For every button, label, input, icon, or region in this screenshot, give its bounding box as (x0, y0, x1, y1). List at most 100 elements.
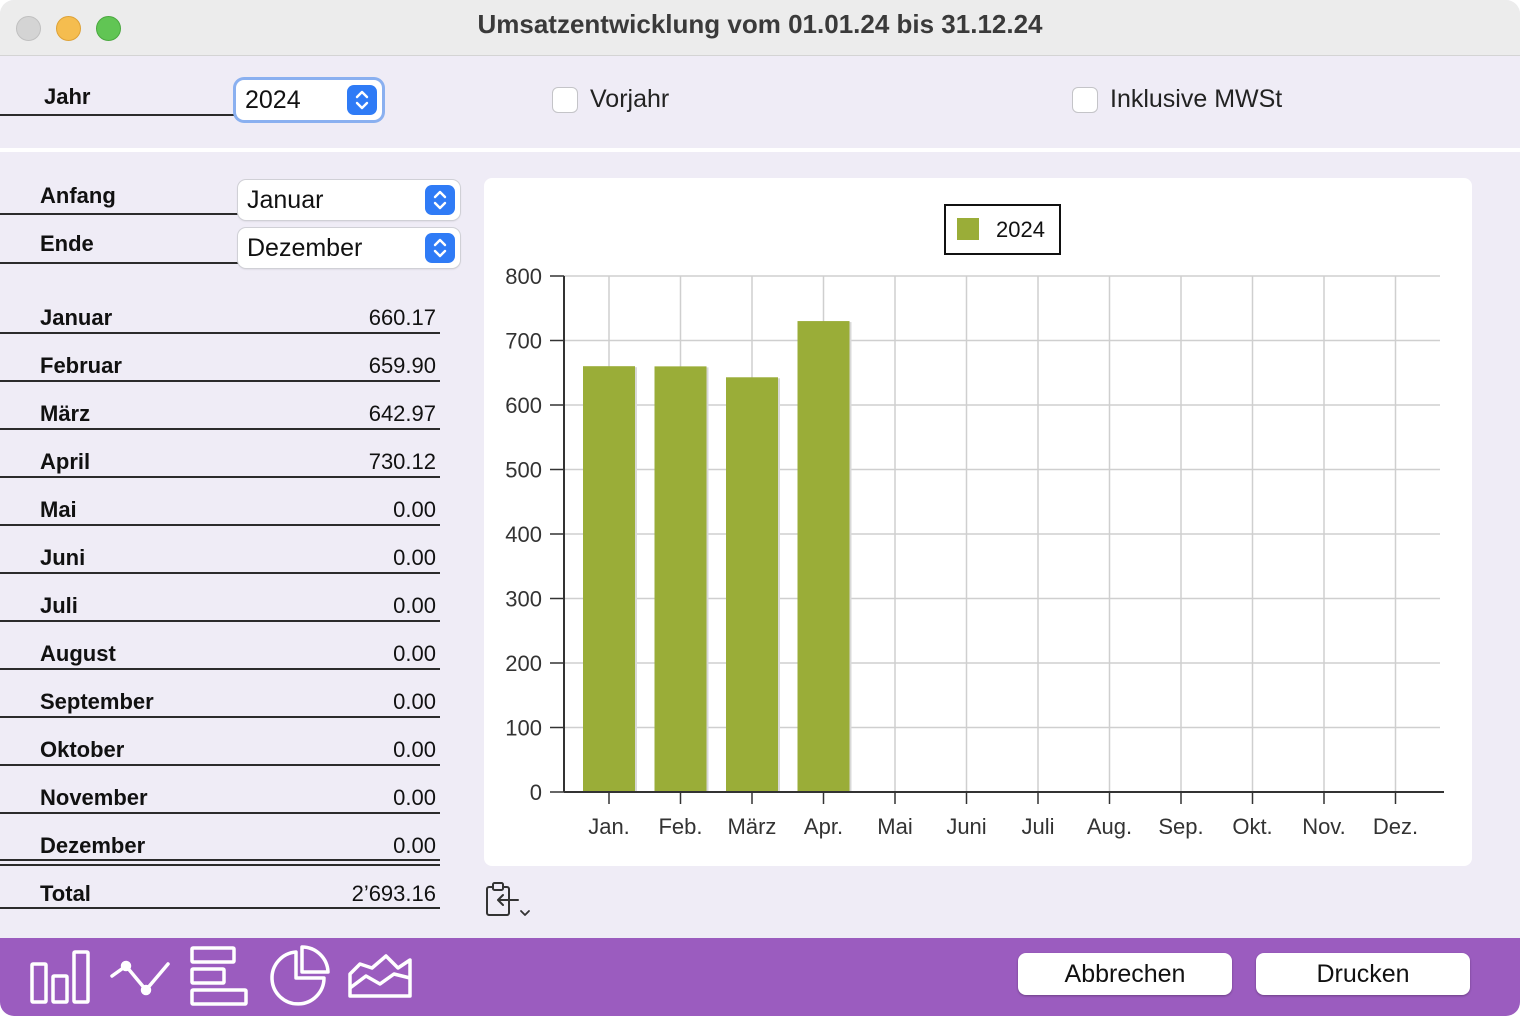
month-label: Februar (40, 353, 122, 378)
bar (797, 321, 850, 792)
month-label: März (40, 401, 91, 426)
ende-label: Ende (40, 231, 94, 256)
month-label: Dezember (40, 833, 146, 858)
pie-chart-icon[interactable] (266, 944, 334, 1008)
month-label: August (40, 641, 116, 666)
month-label: April (40, 449, 91, 474)
row-divider (0, 476, 440, 478)
y-tick-label: 800 (505, 264, 542, 289)
jahr-select-value: 2024 (245, 86, 301, 114)
legend-label: 2024 (996, 217, 1045, 242)
row-divider (0, 716, 440, 718)
month-label: Mai (40, 497, 77, 522)
month-value: 0.00 (393, 833, 436, 858)
month-value: 0.00 (393, 545, 436, 570)
bar-chart-icon[interactable] (26, 944, 94, 1008)
window-title: Umsatzentwicklung vom 01.01.24 bis 31.12… (477, 9, 1043, 39)
y-tick-label: 300 (505, 587, 542, 612)
vorjahr-checkbox[interactable] (552, 87, 578, 113)
x-tick-label: Aug. (1087, 814, 1132, 839)
month-value: 0.00 (393, 593, 436, 618)
horizontal-bar-icon[interactable] (186, 944, 254, 1008)
month-label: Juni (40, 545, 86, 570)
month-value: 0.00 (393, 689, 436, 714)
month-value: 660.17 (368, 305, 436, 330)
x-tick-label: Feb. (658, 814, 702, 839)
row-divider (0, 812, 440, 814)
total-value: 2’693.16 (351, 881, 436, 906)
ende-select-value: Dezember (247, 234, 363, 262)
y-tick-label: 0 (530, 780, 542, 805)
minimize-button[interactable] (56, 16, 81, 41)
cancel-button[interactable]: Abbrechen (1018, 953, 1232, 995)
row-divider (0, 380, 440, 382)
month-label: Juli (40, 593, 78, 618)
jahr-underline (0, 114, 236, 116)
divider (0, 148, 1520, 152)
bar (583, 366, 635, 792)
x-tick-label: Jan. (588, 814, 630, 839)
month-value: 0.00 (393, 737, 436, 762)
x-tick-label: Nov. (1302, 814, 1346, 839)
month-value: 730.12 (368, 449, 436, 474)
y-tick-label: 400 (505, 522, 542, 547)
chart-panel: 0 100 200 300 400 500 600 700 800 Jan. Feb. März Apr… (484, 178, 1472, 866)
x-tick-label: Juli (1021, 814, 1054, 839)
row-divider (0, 524, 440, 526)
title-bar: Umsatzentwicklung vom 01.01.24 bis 31.12… (0, 0, 1520, 56)
month-value: 0.00 (393, 497, 436, 522)
x-tick-label: Okt. (1232, 814, 1272, 839)
row-divider (0, 859, 440, 861)
y-tick-label: 200 (505, 651, 542, 676)
stepper-icon (425, 233, 455, 263)
x-tick-label: Mai (877, 814, 912, 839)
row-divider (0, 620, 440, 622)
bar (654, 366, 707, 792)
month-value: 0.00 (393, 641, 436, 666)
ende-underline (0, 262, 238, 264)
vorjahr-label: Vorjahr (590, 85, 670, 113)
row-divider (0, 572, 440, 574)
mwst-checkbox[interactable] (1072, 87, 1098, 113)
print-button[interactable]: Drucken (1256, 953, 1470, 995)
month-label: Oktober (40, 737, 125, 762)
jahr-select[interactable]: 2024 (236, 80, 382, 120)
x-tick-label: Juni (946, 814, 986, 839)
zoom-button[interactable] (96, 16, 121, 41)
clipboard-export-icon[interactable] (484, 880, 534, 920)
jahr-label: Jahr (44, 84, 91, 109)
stepper-icon (347, 85, 377, 115)
revenue-chart: 0 100 200 300 400 500 600 700 800 Jan. Feb. März Apr… (505, 204, 1444, 839)
anfang-select[interactable]: Januar (238, 180, 460, 220)
legend-swatch (957, 218, 979, 240)
month-value: 642.97 (368, 401, 436, 426)
mwst-label: Inklusive MWSt (1110, 85, 1283, 113)
x-tick-label: Apr. (804, 814, 843, 839)
anfang-label: Anfang (40, 183, 116, 208)
month-label: November (40, 785, 148, 810)
ende-select[interactable]: Dezember (238, 228, 460, 268)
total-double-line (0, 864, 440, 866)
month-value: 659.90 (368, 353, 436, 378)
line-chart-icon[interactable] (106, 944, 174, 1008)
y-tick-label: 700 (505, 329, 542, 354)
x-tick-label: März (728, 814, 777, 839)
x-tick-label: Dez. (1373, 814, 1418, 839)
bar (726, 377, 778, 792)
area-chart-icon[interactable] (346, 944, 414, 1008)
anfang-underline (0, 213, 238, 215)
y-tick-label: 500 (505, 458, 542, 483)
month-label: September (40, 689, 154, 714)
month-label: Januar (40, 305, 113, 330)
total-label: Total (40, 881, 91, 906)
row-divider (0, 428, 440, 430)
x-tick-label: Sep. (1158, 814, 1203, 839)
stepper-icon (425, 185, 455, 215)
row-divider (0, 764, 440, 766)
y-tick-label: 600 (505, 393, 542, 418)
top-options (0, 57, 1520, 149)
month-value: 0.00 (393, 785, 436, 810)
close-button[interactable] (16, 16, 41, 41)
row-divider (0, 907, 440, 909)
